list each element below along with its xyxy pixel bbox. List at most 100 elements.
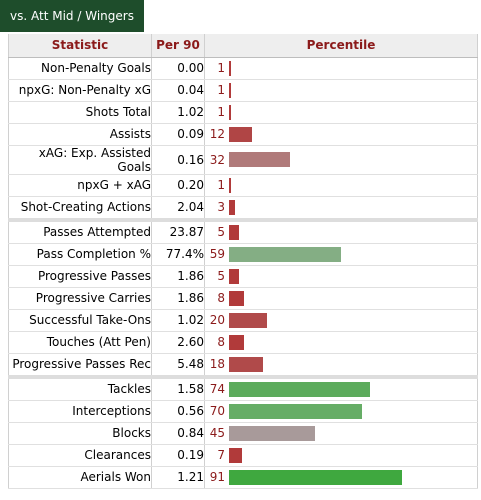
percentile-bar [229,425,315,441]
percentile-number: 18 [209,357,225,371]
stat-name[interactable]: Interceptions [8,400,152,423]
percentile-number: 45 [209,426,225,440]
tab-att-mid-wingers[interactable]: vs. Att Mid / Wingers [0,0,144,32]
percentile-bar [229,312,267,328]
per90-value: 1.86 [151,265,205,288]
percentile-number: 32 [209,152,225,167]
header-statistic[interactable]: Statistic [8,34,152,58]
stat-name[interactable]: npxG: Non-Penalty xG [8,79,152,102]
header-row: Statistic Per 90 Percentile [8,34,478,58]
percentile-bar [229,177,231,193]
stat-name[interactable]: Tackles [8,374,152,401]
per90-value: 0.00 [151,57,205,80]
percentile-number: 91 [209,470,225,484]
percentile-cell: 8 [204,331,478,354]
percentile-bar-track [229,290,439,306]
percentile-number: 20 [209,313,225,327]
percentile-bar-track [229,224,439,240]
percentile-bar-track [229,447,439,463]
table-row: npxG + xAG 0.20 1 [8,174,478,197]
per90-value: 0.09 [151,123,205,146]
stat-name[interactable]: Pass Completion % [8,243,152,266]
percentile-bar [229,60,231,76]
percentile-cell: 1 [204,79,478,102]
header-percentile[interactable]: Percentile [204,34,478,58]
per90-value: 1.86 [151,287,205,310]
percentile-bar [229,246,341,262]
percentile-cell: 74 [204,374,478,401]
percentile-bar [229,290,244,306]
percentile-bar-track [229,177,439,193]
stat-name[interactable]: xAG: Exp. Assisted Goals [8,145,152,175]
table-row: Successful Take-Ons 1.02 20 [8,309,478,332]
stat-name[interactable]: npxG + xAG [8,174,152,197]
percentile-number: 70 [209,404,225,418]
percentile-bar-track [229,60,439,76]
per90-value: 5.48 [151,353,205,377]
table-row: Progressive Passes 1.86 5 [8,265,478,288]
percentile-number: 1 [217,61,225,75]
percentile-bar [229,126,252,142]
stat-name[interactable]: Non-Penalty Goals [8,57,152,80]
percentile-bar-track [229,199,439,215]
per90-value: 1.58 [151,374,205,401]
stat-name[interactable]: Progressive Passes Rec [8,353,152,377]
per90-value: 0.04 [151,79,205,102]
table-row: Pass Completion % 77.4% 59 [8,243,478,266]
percentile-cell: 12 [204,123,478,146]
stat-name[interactable]: Shots Total [8,101,152,124]
per90-value: 1.02 [151,101,205,124]
percentile-bar [229,104,231,120]
percentile-bar-track [229,403,439,419]
percentile-bar-track [229,312,439,328]
percentile-cell: 3 [204,196,478,220]
stat-name[interactable]: Shot-Creating Actions [8,196,152,220]
per90-value: 2.04 [151,196,205,220]
percentile-cell: 5 [204,217,478,244]
percentile-number: 74 [209,382,225,396]
percentile-number: 5 [217,269,225,283]
table-row: Shots Total 1.02 1 [8,101,478,124]
table-row: Progressive Passes Rec 5.48 18 [8,353,478,377]
percentile-number: 1 [217,178,225,192]
stat-name[interactable]: Blocks [8,422,152,445]
table-row: Aerials Won 1.21 91 [8,466,478,489]
stat-name[interactable]: Clearances [8,444,152,467]
percentile-cell: 91 [204,466,478,489]
stat-rows: Non-Penalty Goals 0.00 1 npxG: Non-Penalty … [8,57,478,489]
table-row: Blocks 0.84 45 [8,422,478,445]
per90-value: 0.16 [151,145,205,175]
percentile-cell: 59 [204,243,478,266]
percentile-bar [229,403,362,419]
percentile-bar [229,469,402,485]
per90-value: 23.87 [151,217,205,244]
percentile-number: 8 [217,335,225,349]
stat-name[interactable]: Assists [8,123,152,146]
percentile-bar [229,199,235,215]
stat-name[interactable]: Touches (Att Pen) [8,331,152,354]
percentile-cell: 20 [204,309,478,332]
percentile-bar-track [229,381,439,397]
per90-value: 0.20 [151,174,205,197]
per90-value: 0.84 [151,422,205,445]
stat-name[interactable]: Successful Take-Ons [8,309,152,332]
stat-name[interactable]: Progressive Passes [8,265,152,288]
percentile-cell: 1 [204,57,478,80]
header-per90[interactable]: Per 90 [151,34,205,58]
per90-value: 2.60 [151,331,205,354]
table-row: Touches (Att Pen) 2.60 8 [8,331,478,354]
percentile-cell: 32 [204,145,478,175]
percentile-bar-track [229,82,439,98]
percentile-number: 8 [217,291,225,305]
table-row: Progressive Carries 1.86 8 [8,287,478,310]
per90-value: 1.02 [151,309,205,332]
stat-name[interactable]: Progressive Carries [8,287,152,310]
stat-name[interactable]: Aerials Won [8,466,152,489]
percentile-cell: 45 [204,422,478,445]
per90-value: 0.56 [151,400,205,423]
stat-name[interactable]: Passes Attempted [8,217,152,244]
percentile-bar [229,152,290,167]
percentile-cell: 70 [204,400,478,423]
per90-value: 0.19 [151,444,205,467]
table-row: Tackles 1.58 74 [8,374,478,401]
